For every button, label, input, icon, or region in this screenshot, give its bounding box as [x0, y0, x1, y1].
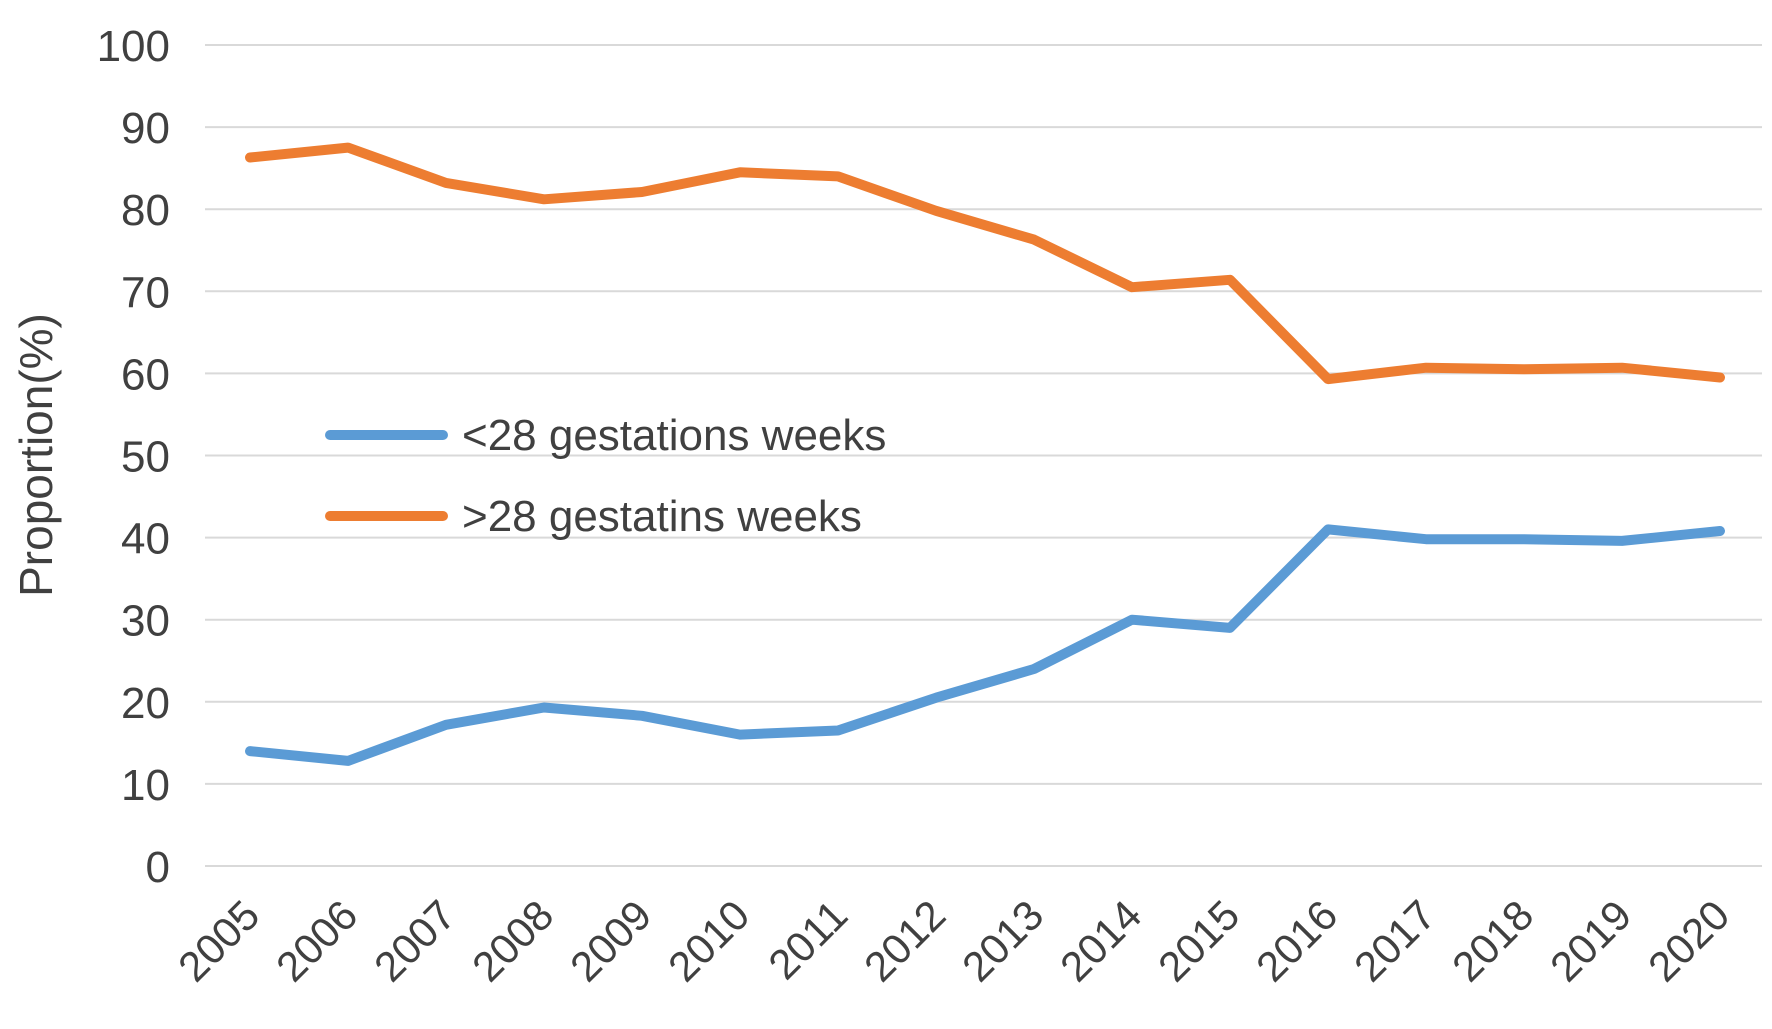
legend: <28 gestations weeks >28 gestatins weeks — [325, 411, 886, 541]
x-tick-label: 2017 — [1345, 891, 1444, 990]
x-tick-label: 2013 — [953, 891, 1052, 990]
y-tick-label: 100 — [97, 22, 170, 71]
x-tick-label: 2006 — [267, 891, 366, 990]
x-tick-label: 2008 — [463, 891, 562, 990]
y-tick-label: 0 — [146, 843, 170, 892]
y-tick-label: 40 — [121, 515, 170, 564]
legend-label-series-1: >28 gestatins weeks — [462, 492, 862, 541]
series-lines — [245, 142, 1725, 766]
x-tick-label: 2015 — [1149, 891, 1248, 990]
x-tick-label: 2009 — [561, 891, 660, 990]
series-line-0 — [245, 524, 1725, 766]
y-tick-label: 20 — [121, 679, 170, 728]
x-tick-label: 2005 — [169, 891, 268, 990]
y-axis-ticks: 0 10 20 30 40 50 60 70 80 90 100 — [97, 22, 170, 892]
x-tick-label: 2016 — [1247, 891, 1346, 990]
legend-label-series-0: <28 gestations weeks — [462, 411, 886, 460]
x-tick-label: 2012 — [855, 891, 954, 990]
x-tick-label: 2014 — [1051, 891, 1150, 990]
x-tick-label: 2018 — [1443, 891, 1542, 990]
y-axis-title: Proportion(%) — [10, 313, 62, 597]
grid-lines — [205, 44, 1762, 867]
y-tick-label: 70 — [121, 268, 170, 317]
x-tick-label: 2019 — [1541, 891, 1640, 990]
y-tick-label: 50 — [121, 433, 170, 482]
series-line-1 — [245, 142, 1725, 385]
y-tick-label: 10 — [121, 761, 170, 810]
x-tick-label: 2011 — [759, 891, 856, 988]
y-tick-label: 80 — [121, 186, 170, 235]
x-tick-label: 2007 — [365, 891, 464, 990]
y-tick-label: 60 — [121, 350, 170, 399]
x-tick-label: 2020 — [1639, 891, 1738, 990]
x-tick-label: 2010 — [659, 891, 758, 990]
y-tick-label: 30 — [121, 597, 170, 646]
y-tick-label: 90 — [121, 104, 170, 153]
